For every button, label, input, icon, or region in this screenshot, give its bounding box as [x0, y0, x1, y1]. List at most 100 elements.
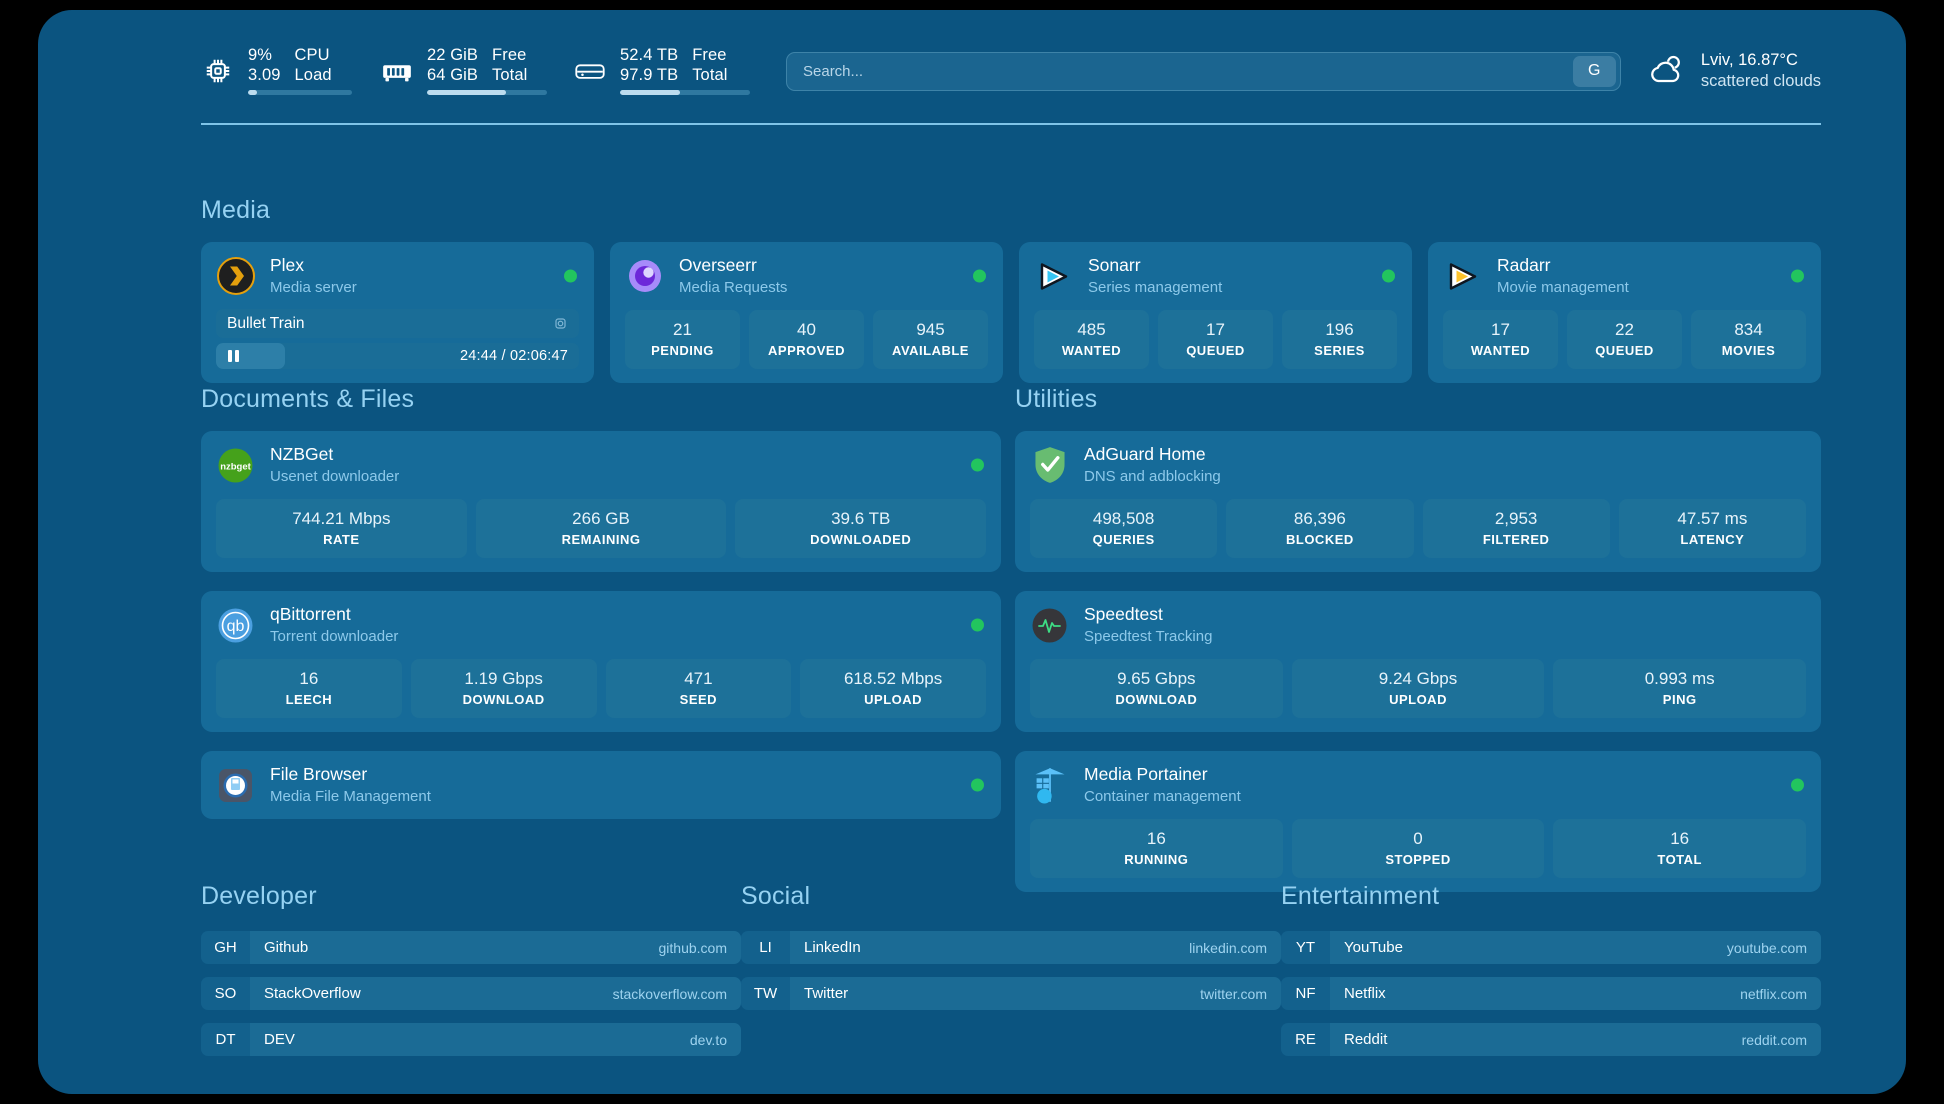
stat-tile[interactable]: 22 QUEUED	[1567, 310, 1682, 369]
documents-section: Documents & Files nzbget NZBGet Usenet d…	[201, 385, 1001, 819]
service-card-adguard-home[interactable]: AdGuard Home DNS and adblocking 498,508 …	[1015, 431, 1821, 572]
bookmark-name: Twitter	[804, 985, 849, 1002]
stat-tile[interactable]: 485 WANTED	[1034, 310, 1149, 369]
portainer-subtitle: Container management	[1084, 788, 1241, 805]
stat-value: 945	[916, 320, 945, 339]
weather-widget[interactable]: Lviv, 16.87°C scattered clouds	[1647, 51, 1821, 91]
bookmark-abbr: RE	[1281, 1023, 1330, 1056]
stat-tile[interactable]: 47.57 ms LATENCY	[1618, 499, 1806, 558]
radarr-status-indicator	[1791, 269, 1804, 283]
service-card-radarr[interactable]: Radarr Movie management 17 WANTED 22 QUE…	[1428, 242, 1821, 383]
gear-icon[interactable]	[553, 316, 568, 331]
stat-tile[interactable]: 39.6 TB DOWNLOADED	[735, 499, 987, 558]
memory-usage-bar	[427, 89, 547, 95]
bookmark-row[interactable]: LI LinkedIn linkedin.com	[741, 931, 1281, 964]
memory-readout: 22 GiB 64 GiB Free Total	[427, 46, 547, 97]
stat-tile[interactable]: 9.24 Gbps UPLOAD	[1291, 659, 1545, 718]
stat-label: QUERIES	[1092, 532, 1155, 547]
service-card-nzbget[interactable]: nzbget NZBGet Usenet downloader 744.21 M…	[201, 431, 1001, 572]
stat-tile[interactable]: 196 SERIES	[1282, 310, 1397, 369]
bookmark-url: netflix.com	[1740, 985, 1807, 1002]
weather-location-temperature: Lviv, 16.87°C	[1700, 51, 1798, 69]
stat-tile[interactable]: 40 APPROVED	[749, 310, 864, 369]
stat-value: 16	[1146, 829, 1166, 848]
stat-value: 39.6 TB	[831, 509, 891, 528]
stat-tile[interactable]: 21 PENDING	[625, 310, 740, 369]
bookmark-row[interactable]: NF Netflix netflix.com	[1281, 977, 1821, 1010]
stat-tile[interactable]: 0.993 ms PING	[1553, 659, 1807, 718]
adguard-title: AdGuard Home	[1084, 444, 1206, 464]
stat-value: 1.19 Gbps	[464, 669, 543, 688]
stat-tile[interactable]: 945 AVAILABLE	[873, 310, 988, 369]
bookmark-abbr: DT	[201, 1023, 250, 1056]
bookmark-name: DEV	[264, 1031, 295, 1048]
search-engine-button[interactable]: G	[1572, 55, 1616, 87]
stat-value: 618.52 Mbps	[843, 669, 943, 688]
portainer-stats: 16 RUNNING 0 STOPPED 16 TOTAL	[1030, 819, 1807, 878]
service-card-speedtest[interactable]: Speedtest Speedtest Tracking 9.65 Gbps D…	[1015, 591, 1821, 732]
social-section-title: Social	[741, 882, 811, 910]
stat-tile[interactable]: 744.21 Mbps RATE	[216, 499, 467, 558]
service-card-sonarr[interactable]: Sonarr Series management 485 WANTED 17 Q…	[1019, 242, 1412, 383]
nzbget-title: NZBGet	[270, 444, 334, 464]
stat-value: 40	[797, 320, 816, 339]
stat-label: TOTAL	[1657, 852, 1702, 867]
stat-label: DOWNLOAD	[462, 692, 545, 707]
stat-value: 17	[1206, 320, 1225, 339]
stat-tile[interactable]: 16 LEECH	[216, 659, 402, 718]
bookmark-row[interactable]: RE Reddit reddit.com	[1281, 1023, 1821, 1056]
pause-icon[interactable]	[228, 350, 239, 362]
overseerr-status-indicator	[973, 269, 986, 283]
stat-label: APPROVED	[768, 343, 845, 358]
search-bar[interactable]: G	[786, 51, 1621, 91]
stat-tile[interactable]: 834 MOVIES	[1691, 310, 1806, 369]
stat-label: QUEUED	[1186, 343, 1245, 358]
memory-label-bottom: Total	[492, 65, 528, 84]
stat-label: REMAINING	[561, 532, 641, 547]
stat-tile[interactable]: 2,953 FILTERED	[1422, 499, 1610, 558]
service-card-plex[interactable]: Plex Media server Bullet Train	[201, 242, 594, 383]
stat-label: FILTERED	[1482, 532, 1550, 547]
bookmark-row[interactable]: SO StackOverflow stackoverflow.com	[201, 977, 741, 1010]
cpu-label-bottom: Load	[294, 65, 332, 84]
search-input[interactable]	[787, 62, 1573, 80]
service-card-qbittorrent[interactable]: qb qBittorrent Torrent downloader 16 LEE…	[201, 591, 1001, 732]
stat-tile[interactable]: 471 SEED	[605, 659, 792, 718]
stat-value: 17	[1491, 320, 1510, 339]
stat-label: UPLOAD	[1389, 692, 1447, 707]
bookmark-row[interactable]: DT DEV dev.to	[201, 1023, 741, 1056]
stat-tile[interactable]: 618.52 Mbps UPLOAD	[800, 659, 986, 718]
bookmark-name: StackOverflow	[264, 985, 361, 1002]
stat-tile[interactable]: 9.65 Gbps DOWNLOAD	[1030, 659, 1283, 718]
bookmark-url: dev.to	[689, 1031, 727, 1048]
portainer-icon	[1030, 766, 1069, 805]
plex-progress-bar[interactable]: 24:44 / 02:06:47	[216, 343, 579, 369]
stat-label: WANTED	[1061, 343, 1122, 358]
stat-tile[interactable]: 86,396 BLOCKED	[1226, 499, 1414, 558]
stat-tile[interactable]: 16 RUNNING	[1030, 819, 1283, 878]
stat-tile[interactable]: 0 STOPPED	[1291, 819, 1545, 878]
stat-tile[interactable]: 17 QUEUED	[1158, 310, 1273, 369]
disk-label-top: Free	[692, 45, 727, 64]
stat-tile[interactable]: 498,508 QUERIES	[1030, 499, 1218, 558]
service-card-media-portainer[interactable]: Media Portainer Container management 16 …	[1015, 751, 1821, 892]
stat-value: 485	[1077, 320, 1106, 339]
service-card-file-browser[interactable]: File Browser Media File Management	[201, 751, 1001, 819]
stat-tile[interactable]: 17 WANTED	[1443, 310, 1558, 369]
stat-value: 266 GB	[572, 509, 630, 528]
weather-description: scattered clouds	[1700, 72, 1821, 90]
bookmark-row[interactable]: TW Twitter twitter.com	[741, 977, 1281, 1010]
system-stat-disk: 52.4 TB 97.9 TB Free Total	[573, 46, 750, 97]
stat-tile[interactable]: 16 TOTAL	[1553, 819, 1807, 878]
bookmark-row[interactable]: GH Github github.com	[201, 931, 741, 964]
file-browser-icon	[216, 766, 255, 805]
bookmark-abbr: LI	[741, 931, 790, 964]
stat-tile[interactable]: 1.19 Gbps DOWNLOAD	[410, 659, 597, 718]
stat-tile[interactable]: 266 GB REMAINING	[475, 499, 727, 558]
stat-value: 21	[673, 320, 692, 339]
bookmark-row[interactable]: YT YouTube youtube.com	[1281, 931, 1821, 964]
service-card-overseerr[interactable]: Overseerr Media Requests 21 PENDING 40 A…	[610, 242, 1003, 383]
nzbget-stats: 744.21 Mbps RATE 266 GB REMAINING 39.6 T…	[216, 499, 987, 558]
disk-readout: 52.4 TB 97.9 TB Free Total	[620, 46, 750, 97]
cpu-readout: 9% 3.09 CPU Load	[248, 46, 352, 97]
